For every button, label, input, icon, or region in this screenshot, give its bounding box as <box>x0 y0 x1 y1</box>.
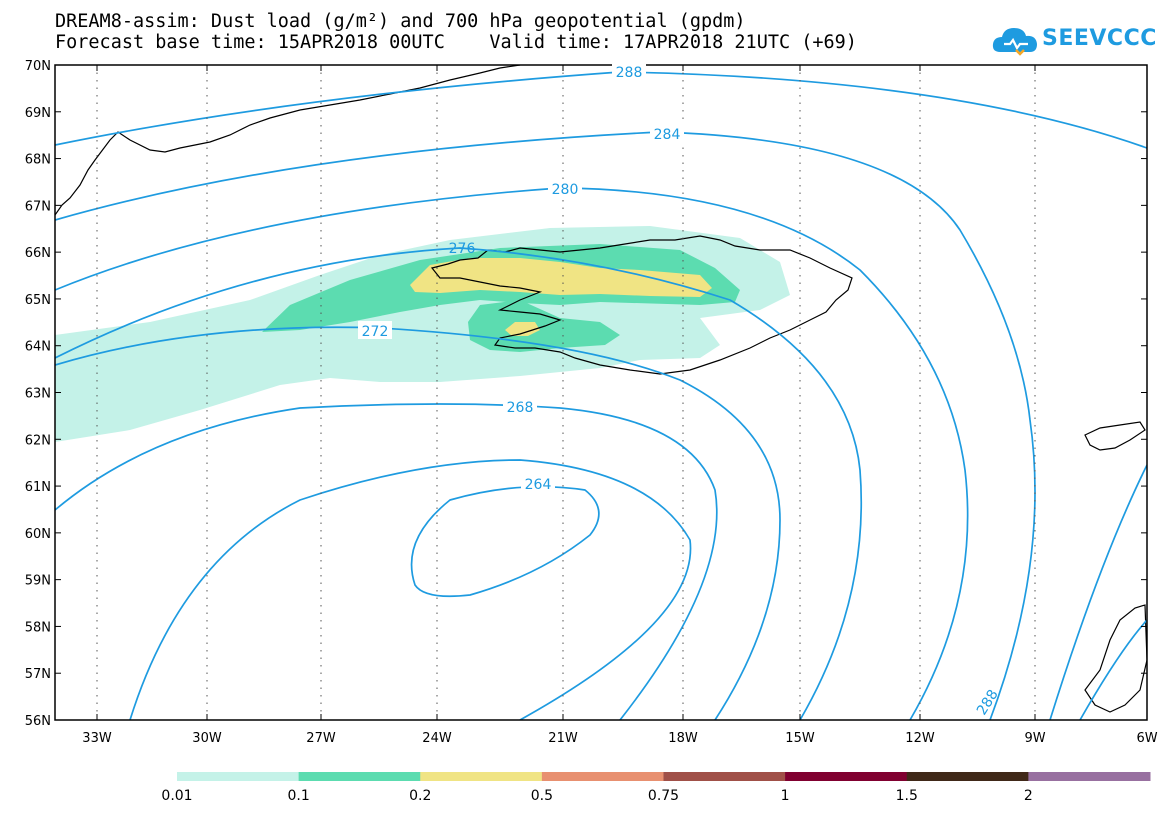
map-title: DREAM8-assim: Dust load (g/m²) and 700 h… <box>55 11 746 32</box>
colorbar-segment <box>298 772 421 781</box>
colorbar-segment <box>1028 772 1151 781</box>
longitude-labels: 33W 30W 27W 24W 21W 18W 15W 12W 9W 6W <box>82 731 1157 746</box>
forecast-times: Forecast base time: 15APR2018 00UTC Vali… <box>55 32 857 53</box>
latitude-label: 69N <box>25 106 51 121</box>
contour-labels: 288 284 280 276 272 268 264 288 <box>358 62 1002 718</box>
colorbar <box>177 772 1151 781</box>
latitude-label: 65N <box>25 293 51 308</box>
contour-label: 288 <box>616 65 643 81</box>
colorbar-segment <box>420 772 543 781</box>
colorbar-label: 0.1 <box>287 788 310 804</box>
contour-label: 276 <box>449 241 476 257</box>
longitude-label: 6W <box>1136 731 1157 746</box>
colorbar-segment <box>177 772 300 781</box>
latitude-label: 57N <box>25 667 51 682</box>
latitude-label: 61N <box>25 480 51 495</box>
latitude-label: 63N <box>25 387 51 402</box>
colorbar-segment <box>906 772 1029 781</box>
colorbar-segment <box>785 772 908 781</box>
longitude-label: 21W <box>548 731 578 746</box>
colorbar-label: 0.2 <box>409 788 432 804</box>
latitude-label: 62N <box>25 433 51 448</box>
colorbar-label: 1 <box>780 788 790 804</box>
contour-label: 284 <box>654 127 681 143</box>
colorbar-label: 1.5 <box>895 788 918 804</box>
colorbar-segment <box>663 772 786 781</box>
latitude-label: 59N <box>25 574 51 589</box>
contour-label: 272 <box>362 324 389 340</box>
colorbar-label: 0.01 <box>161 788 193 804</box>
contour-label: 288 <box>974 687 1002 718</box>
longitude-label: 30W <box>192 731 222 746</box>
latitude-label: 56N <box>25 714 51 729</box>
dust-load-shading <box>55 226 790 442</box>
latitude-label: 67N <box>25 199 51 214</box>
colorbar-label: 0.5 <box>530 788 554 804</box>
longitude-label: 24W <box>422 731 452 746</box>
cloud-icon <box>992 28 1037 56</box>
logo-text: SEEVCCC <box>1042 26 1157 51</box>
contour-label: 264 <box>525 477 552 493</box>
axis-ticks <box>55 64 1148 721</box>
latitude-label: 70N <box>25 59 51 74</box>
seevccc-logo: SEEVCCC <box>990 22 1160 58</box>
latitude-label: 58N <box>25 620 51 635</box>
colorbar-label: 0.75 <box>647 788 680 804</box>
colorbar-label: 2 <box>1023 788 1033 804</box>
contour-label: 280 <box>552 182 579 198</box>
contour-label: 268 <box>507 400 534 416</box>
latitude-label: 60N <box>25 527 51 542</box>
colorbar-segment <box>541 772 664 781</box>
geopotential-contours <box>55 71 1147 720</box>
longitude-label: 27W <box>306 731 336 746</box>
latitude-labels: 70N 69N 68N 67N 66N 65N 64N 63N 62N 61N 60N 59N 58N 5… <box>25 59 51 729</box>
latitude-label: 68N <box>25 153 51 168</box>
latitude-label: 66N <box>25 246 51 261</box>
longitude-label: 15W <box>785 731 815 746</box>
longitude-label: 33W <box>82 731 112 746</box>
longitude-label: 18W <box>668 731 698 746</box>
longitude-label: 9W <box>1024 731 1045 746</box>
latitude-label: 64N <box>25 340 51 355</box>
longitude-label: 12W <box>905 731 935 746</box>
